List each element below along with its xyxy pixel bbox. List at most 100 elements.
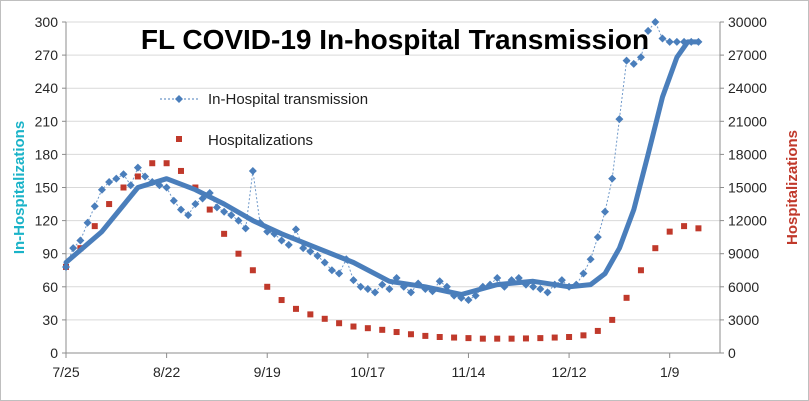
point-in-hospital — [672, 37, 681, 46]
point-in-hospital — [205, 189, 214, 198]
point-in-hospital — [349, 276, 358, 285]
x-tick-label: 1/9 — [660, 364, 680, 380]
point-in-hospital — [514, 273, 523, 282]
point-hospitalizations — [551, 334, 558, 341]
y-left-tick-label: 60 — [42, 279, 58, 295]
x-tick-label: 11/14 — [451, 364, 485, 380]
point-in-hospital — [680, 37, 689, 46]
point-hospitalizations — [652, 245, 659, 252]
point-in-hospital — [687, 37, 696, 46]
point-in-hospital — [507, 276, 516, 285]
point-in-hospital — [169, 196, 178, 205]
point-in-hospital — [428, 287, 437, 296]
point-in-hospital — [486, 280, 495, 289]
point-in-hospital — [241, 224, 250, 233]
legend: In-Hospital transmission Hospitalizations — [160, 91, 368, 149]
point-in-hospital — [500, 282, 509, 291]
point-in-hospital — [629, 59, 638, 68]
point-in-hospital — [557, 276, 566, 285]
legend-label-in-hospital: In-Hospital transmission — [208, 91, 368, 108]
x-tick-label: 7/25 — [52, 364, 79, 380]
point-in-hospital — [313, 251, 322, 260]
point-in-hospital — [385, 285, 394, 294]
point-in-hospital — [83, 218, 92, 227]
point-hospitalizations — [508, 335, 515, 342]
x-tick-label: 12/12 — [552, 364, 587, 380]
point-in-hospital — [378, 280, 387, 289]
point-hospitalizations — [177, 167, 184, 174]
point-in-hospital — [371, 288, 380, 297]
point-in-hospital — [69, 244, 78, 253]
point-in-hospital — [335, 269, 344, 278]
point-in-hospital — [62, 262, 70, 271]
point-in-hospital — [601, 207, 610, 216]
legend-marker-hospitalizations — [176, 136, 182, 142]
point-in-hospital — [442, 282, 451, 291]
y-right-tick-label: 30000 — [728, 14, 767, 30]
point-hospitalizations — [451, 334, 458, 341]
point-in-hospital — [198, 194, 207, 203]
point-hospitalizations — [364, 325, 371, 332]
y-left-tick-label: 270 — [35, 47, 59, 63]
point-in-hospital — [622, 56, 631, 65]
grid-layer — [66, 21, 720, 321]
point-in-hospital — [521, 280, 530, 289]
point-in-hospital — [550, 280, 559, 289]
point-hospitalizations — [91, 223, 98, 230]
point-in-hospital — [414, 279, 423, 288]
point-in-hospital — [119, 170, 128, 179]
chart-title: FL COVID-19 In-hospital Transmission — [141, 24, 649, 55]
point-in-hospital — [536, 285, 545, 294]
point-in-hospital — [665, 37, 674, 46]
point-hospitalizations — [307, 311, 314, 318]
point-hospitalizations — [594, 327, 601, 334]
series-layer — [62, 18, 703, 342]
point-in-hospital — [471, 291, 480, 300]
point-in-hospital — [636, 53, 645, 62]
y-right-tick-label: 3000 — [728, 312, 759, 328]
point-hospitalizations — [393, 329, 400, 336]
point-in-hospital — [356, 282, 365, 291]
point-hospitalizations — [278, 297, 285, 304]
point-hospitalizations — [666, 228, 673, 235]
y-right-tick-label: 12000 — [728, 213, 767, 229]
y-left-tick-label: 30 — [42, 312, 58, 328]
point-in-hospital — [126, 181, 135, 190]
point-in-hospital — [90, 202, 99, 211]
point-hospitalizations — [465, 335, 472, 342]
point-hospitalizations — [566, 334, 573, 341]
point-in-hospital — [435, 277, 444, 286]
point-in-hospital — [450, 291, 459, 300]
point-in-hospital — [421, 285, 430, 294]
y-axis-right-label: Hospitalizations — [784, 130, 801, 245]
y-right-tick-label: 9000 — [728, 246, 759, 262]
point-in-hospital — [586, 255, 595, 264]
point-in-hospital — [406, 288, 415, 297]
legend-label-hospitalizations: Hospitalizations — [208, 132, 313, 149]
point-hospitalizations — [537, 335, 544, 342]
point-hospitalizations — [235, 250, 242, 257]
y-right-tick-label: 15000 — [728, 180, 767, 196]
point-in-hospital — [457, 293, 466, 302]
point-in-hospital — [141, 172, 150, 181]
y-left-tick-label: 210 — [35, 113, 59, 129]
point-in-hospital — [270, 229, 279, 238]
point-in-hospital — [133, 163, 142, 172]
point-in-hospital — [593, 233, 602, 242]
point-in-hospital — [184, 211, 193, 220]
point-hospitalizations — [494, 335, 501, 342]
y-right-tick-label: 0 — [728, 345, 736, 361]
point-in-hospital — [327, 266, 336, 275]
point-in-hospital — [342, 255, 351, 264]
point-in-hospital — [529, 282, 538, 291]
point-in-hospital — [220, 207, 229, 216]
point-in-hospital — [694, 37, 703, 46]
y-left-tick-label: 240 — [35, 80, 59, 96]
point-in-hospital — [658, 34, 667, 43]
x-tick-label: 8/22 — [153, 364, 180, 380]
point-in-hospital — [565, 282, 574, 291]
point-hospitalizations — [134, 173, 141, 180]
